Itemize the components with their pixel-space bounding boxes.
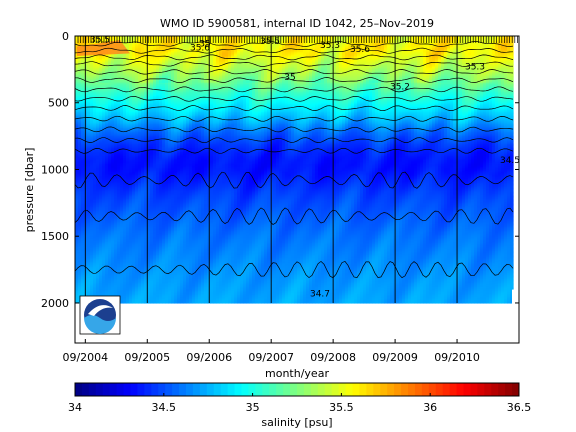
- chart-title: WMO ID 5900581, internal ID 1042, 25–Nov…: [160, 17, 434, 30]
